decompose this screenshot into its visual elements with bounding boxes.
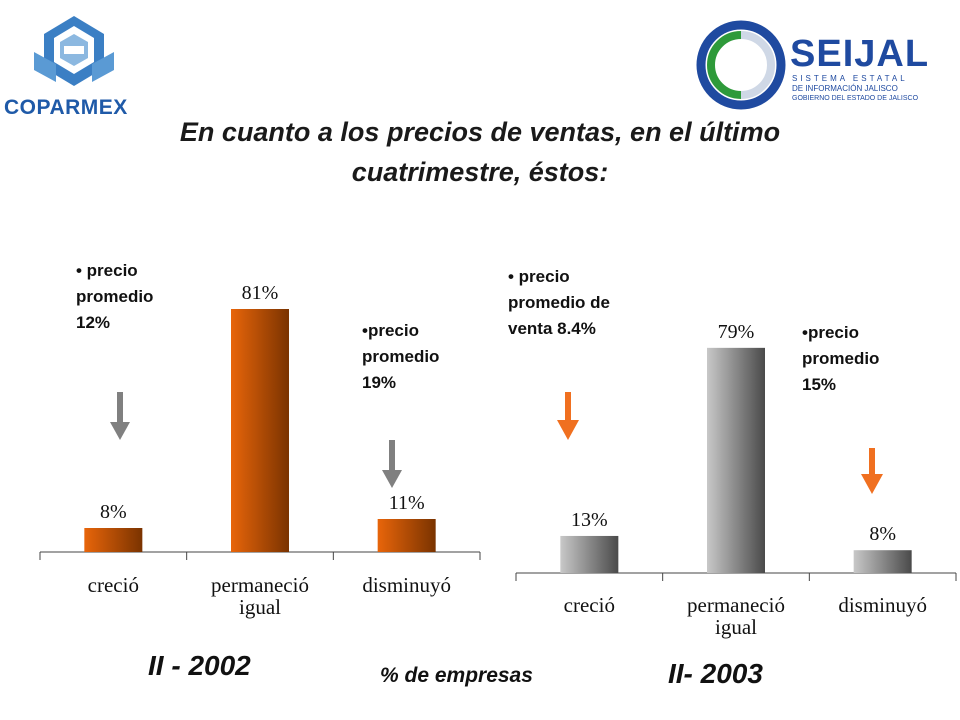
note-2002-creciò: • precio promedio 12% bbox=[76, 258, 196, 336]
period-label-2003: II- 2003 bbox=[668, 658, 763, 689]
coparmex-logo: COPARMEX bbox=[4, 12, 144, 122]
note-line: promedio bbox=[362, 347, 440, 366]
seijal-subtitle-line: GOBIERNO DEL ESTADO DE JALISCO bbox=[792, 95, 919, 102]
period-label-2002: II - 2002 bbox=[148, 650, 251, 681]
category-label: permaneció bbox=[211, 573, 309, 597]
note-line: promedio bbox=[802, 349, 880, 368]
category-label: igual bbox=[715, 615, 757, 639]
note-line: •precio bbox=[802, 323, 859, 342]
page-title: En cuanto a los precios de ventas, en el… bbox=[60, 112, 900, 192]
seijal-emblem-icon bbox=[696, 20, 786, 110]
seijal-logo: SEIJAL SISTEMA ESTATAL DE INFORMACIÓN JA… bbox=[696, 20, 946, 110]
data-label: 79% bbox=[718, 321, 755, 343]
note-2003-crecio: • precio promedio de venta 8.4% bbox=[508, 264, 658, 342]
bar bbox=[84, 528, 143, 552]
category-label: disminuyó bbox=[362, 573, 451, 597]
note-line: • precio bbox=[508, 267, 570, 286]
seijal-subtitle-line: SISTEMA ESTATAL bbox=[792, 74, 908, 83]
data-label: 81% bbox=[242, 282, 279, 304]
note-line: 15% bbox=[802, 375, 837, 394]
title-line: cuatrimestre, éstos: bbox=[351, 157, 609, 187]
coparmex-emblem-icon bbox=[34, 16, 114, 86]
note-line: • precio bbox=[76, 261, 138, 280]
category-label: permaneció bbox=[687, 593, 785, 617]
seijal-subtitle-line: DE INFORMACIÓN JALISCO bbox=[792, 84, 898, 93]
note-2003-disminuyo: •precio promedio 15% bbox=[802, 320, 922, 398]
coparmex-logo-text: COPARMEX bbox=[4, 96, 128, 119]
seijal-subtitle: SISTEMA ESTATAL DE INFORMACIÓN JALISCO G… bbox=[792, 74, 942, 104]
note-line: 19% bbox=[362, 373, 397, 392]
unit-label: % de empresas bbox=[380, 664, 533, 687]
note-line: promedio de bbox=[508, 293, 611, 312]
bar bbox=[231, 309, 289, 552]
note-line: promedio bbox=[76, 287, 154, 306]
category-label: disminuyó bbox=[838, 593, 927, 617]
category-label: creció bbox=[88, 573, 139, 597]
bar bbox=[377, 519, 436, 552]
category-label: igual bbox=[239, 595, 281, 619]
data-label: 13% bbox=[571, 509, 608, 531]
note-line: •precio bbox=[362, 321, 419, 340]
note-2002-disminuyo: •precio promedio 19% bbox=[362, 318, 482, 396]
data-label: 11% bbox=[389, 492, 425, 514]
category-label: creció bbox=[564, 593, 615, 617]
data-label: 8% bbox=[869, 523, 896, 545]
note-line: 12% bbox=[76, 313, 111, 332]
note-line: venta 8.4% bbox=[508, 319, 596, 338]
seijal-logo-text: SEIJAL bbox=[790, 33, 930, 75]
data-label: 8% bbox=[100, 501, 127, 523]
bar bbox=[560, 535, 619, 573]
bar bbox=[853, 550, 912, 573]
bar bbox=[707, 347, 765, 573]
title-line: En cuanto a los precios de ventas, en el… bbox=[179, 117, 781, 147]
